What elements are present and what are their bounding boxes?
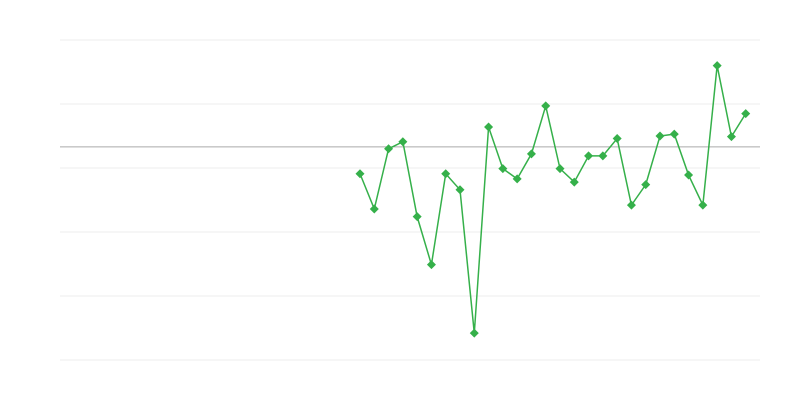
data-point <box>612 134 622 144</box>
data-point <box>441 169 451 179</box>
data-point <box>512 174 522 184</box>
grid <box>60 39 760 361</box>
data-point <box>684 170 694 180</box>
data-point <box>455 185 465 195</box>
data-point <box>426 260 436 270</box>
data-point <box>555 164 565 174</box>
data-point <box>469 328 479 338</box>
data-point <box>641 180 651 190</box>
data-point <box>355 169 365 179</box>
data-point <box>384 144 394 154</box>
data-point <box>584 151 594 161</box>
data-point <box>669 129 679 139</box>
series-line <box>359 65 747 334</box>
data-point <box>726 132 736 142</box>
data-point <box>712 61 722 71</box>
data-point <box>541 101 551 111</box>
data-point <box>369 204 379 214</box>
data-point <box>741 109 751 119</box>
data-point <box>398 137 408 147</box>
data-point <box>655 131 665 141</box>
data-point <box>626 200 636 210</box>
data-point <box>598 151 608 161</box>
data-point <box>412 212 422 222</box>
data-point <box>569 177 579 187</box>
data-point <box>698 200 708 210</box>
data-point <box>498 164 508 174</box>
series <box>355 61 751 338</box>
data-point <box>484 122 494 132</box>
data-point <box>526 149 536 159</box>
